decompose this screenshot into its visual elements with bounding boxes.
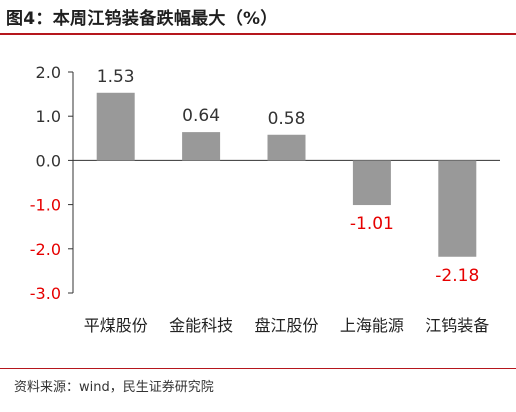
x-tick-label: 盘江股份 [254,316,318,335]
data-label: 0.64 [182,106,220,126]
y-tick-label: 2.0 [36,63,61,82]
y-tick-label: 1.0 [36,107,61,126]
bar [267,134,306,161]
data-label: 1.53 [97,67,135,87]
y-tick-label: -2.0 [30,240,61,259]
data-label: 0.58 [268,109,306,129]
x-tick-label: 平煤股份 [84,316,148,335]
bar [96,92,135,161]
x-tick-label: 上海能源 [340,316,404,335]
x-tick-label: 金能科技 [169,316,233,335]
chart-title: 图4：本周江钨装备跌幅最大（%） [6,9,278,29]
data-label: -2.18 [435,266,479,286]
y-tick-label: 0.0 [36,151,61,170]
x-tick-label: 江钨装备 [425,316,489,335]
source-divider [0,368,516,369]
source-note: 资料来源：wind，民生证券研究院 [14,380,214,395]
bar [352,160,391,206]
y-tick-label: -1.0 [30,196,61,215]
title-divider [0,33,516,35]
bar-chart: 2.0 1.0 0.0 -1.0 -2.0 -3.0 1.53 平煤股份 0.64 金能科技 0.5… [30,63,500,335]
y-tick-label: -3.0 [30,284,61,303]
bar [438,160,477,257]
data-label: -1.01 [350,214,394,234]
bar [182,132,221,161]
